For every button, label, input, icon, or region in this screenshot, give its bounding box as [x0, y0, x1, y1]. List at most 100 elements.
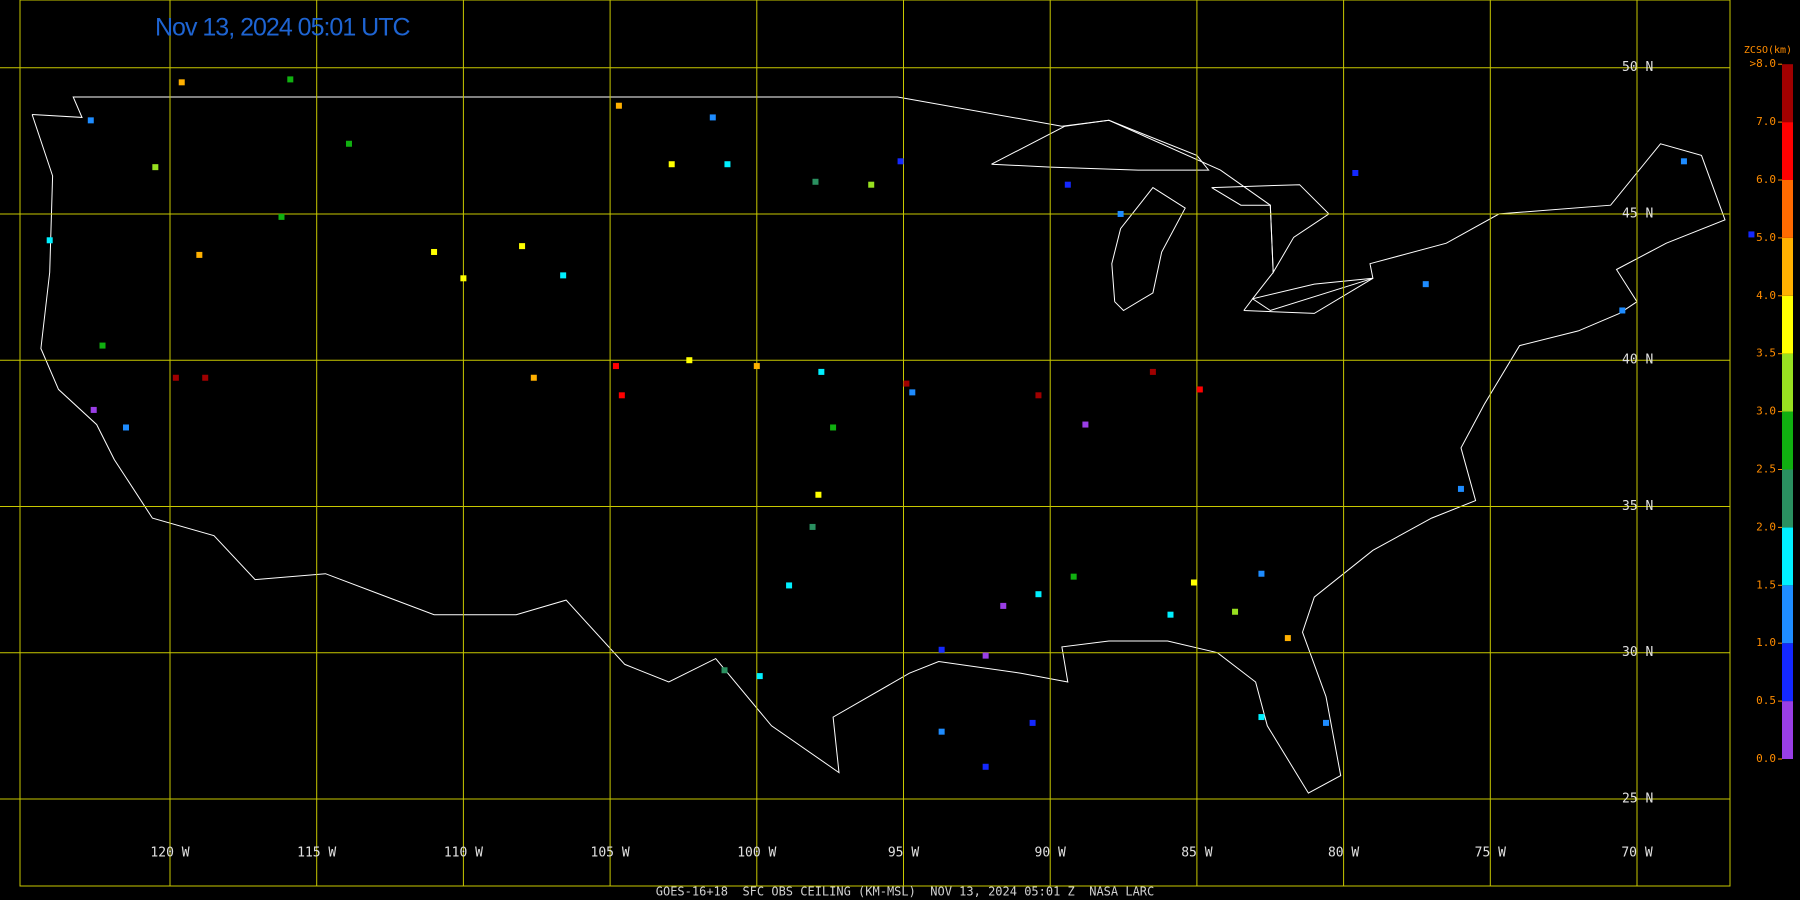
- station-obs: [938, 646, 945, 653]
- station-obs: [686, 357, 693, 364]
- station-obs: [809, 523, 816, 530]
- colorbar-label: 5.0: [1756, 231, 1776, 244]
- station-obs: [87, 117, 94, 124]
- stations: [46, 76, 1755, 770]
- station-obs: [1196, 386, 1203, 393]
- station-obs: [1190, 579, 1197, 586]
- station-obs: [1352, 170, 1359, 176]
- station-obs: [815, 491, 822, 498]
- coastline: [991, 119, 1210, 171]
- lon-label: 110 W: [444, 846, 483, 861]
- station-obs: [1035, 591, 1042, 598]
- lon-label: 120 W: [150, 846, 189, 861]
- station-obs: [99, 342, 106, 349]
- colorbar-segment: [1782, 411, 1793, 470]
- station-obs: [1748, 231, 1755, 238]
- station-obs: [278, 213, 285, 220]
- station-obs: [756, 673, 763, 680]
- station-obs: [460, 275, 467, 282]
- station-obs: [519, 243, 526, 250]
- station-obs: [753, 363, 760, 370]
- station-obs: [46, 237, 53, 244]
- coastline: [1111, 186, 1186, 312]
- lat-label: 40 N: [1622, 353, 1653, 368]
- station-obs: [1422, 281, 1429, 288]
- station-obs: [345, 140, 352, 147]
- station-obs: [830, 424, 837, 431]
- station-obs: [615, 102, 622, 109]
- geography: [31, 96, 1726, 794]
- station-obs: [1082, 421, 1089, 428]
- station-obs: [287, 76, 294, 83]
- station-obs: [1284, 635, 1291, 642]
- station-obs: [196, 251, 203, 258]
- coastline: [31, 96, 1726, 794]
- station-obs: [1070, 573, 1077, 580]
- map-frame: [19, 0, 1731, 887]
- colorbar-segment: [1782, 237, 1793, 296]
- station-obs: [431, 248, 438, 255]
- station-obs: [172, 374, 179, 381]
- colorbar-segment: [1782, 353, 1793, 412]
- station-obs: [818, 368, 825, 375]
- colorbar-label: 3.0: [1756, 405, 1776, 418]
- lat-label: 25 N: [1622, 791, 1653, 806]
- lon-label: 95 W: [888, 846, 919, 861]
- station-obs: [709, 114, 716, 121]
- colorbar-label: 1.0: [1756, 636, 1776, 649]
- colorbar-label: 7.0: [1756, 115, 1776, 128]
- lon-label: 115 W: [297, 846, 336, 861]
- station-obs: [982, 652, 989, 659]
- colorbar-segment: [1782, 469, 1793, 528]
- colorbar-title: ZCSO(km): [1744, 45, 1792, 56]
- lat-label: 35 N: [1622, 499, 1653, 514]
- station-obs: [1258, 570, 1265, 577]
- station-obs: [1680, 158, 1687, 165]
- station-obs: [982, 763, 989, 770]
- lon-label: 105 W: [591, 846, 630, 861]
- station-obs: [903, 380, 910, 387]
- station-obs: [1035, 392, 1042, 399]
- colorbar-segment: [1782, 122, 1793, 180]
- colorbar-label: 4.0: [1756, 289, 1776, 302]
- station-obs: [1619, 307, 1626, 314]
- lon-label: 75 W: [1475, 846, 1506, 861]
- station-obs: [1149, 368, 1156, 375]
- lon-label: 80 W: [1328, 846, 1359, 861]
- station-obs: [668, 161, 675, 168]
- colorbar-label: 2.0: [1756, 520, 1776, 533]
- lat-label: 30 N: [1622, 645, 1653, 660]
- station-obs: [724, 161, 731, 168]
- lon-label: 70 W: [1621, 846, 1652, 861]
- station-obs: [938, 728, 945, 735]
- colorbar-segment: [1782, 701, 1793, 759]
- station-obs: [1232, 608, 1239, 615]
- station-obs: [909, 389, 916, 396]
- timestamp: Nov 13, 2024 05:01 UTC: [155, 14, 410, 42]
- colorbar-segment: [1782, 643, 1793, 702]
- station-obs: [1000, 602, 1007, 609]
- colorbar: ZCSO(km) 0.0 0.5 1.0 1.5 2.0 2.5 3.0 3.5 4.0 5.0 6.…: [1744, 45, 1793, 765]
- station-obs: [1167, 611, 1174, 618]
- station-obs: [1029, 719, 1036, 726]
- colorbar-segment: [1782, 180, 1793, 238]
- coastline: [1211, 184, 1330, 275]
- station-obs: [202, 374, 209, 381]
- station-obs: [530, 374, 537, 381]
- colorbar-label: >8.0: [1750, 57, 1777, 70]
- station-obs: [1064, 181, 1071, 188]
- station-obs: [721, 667, 728, 674]
- station-obs: [1258, 714, 1265, 721]
- colorbar-segment: [1782, 64, 1793, 123]
- station-obs: [1117, 210, 1124, 217]
- station-obs: [868, 181, 875, 188]
- station-obs: [152, 164, 159, 171]
- colorbar-label: 0.5: [1756, 694, 1776, 707]
- lat-label: 50 N: [1622, 60, 1653, 75]
- colorbar-label: 2.5: [1756, 463, 1776, 476]
- station-obs: [178, 79, 185, 86]
- graticule: 50 N 45 N 40 N 35 N 30 N 25 N 120 W 115 W 110 W 1…: [0, 0, 1731, 887]
